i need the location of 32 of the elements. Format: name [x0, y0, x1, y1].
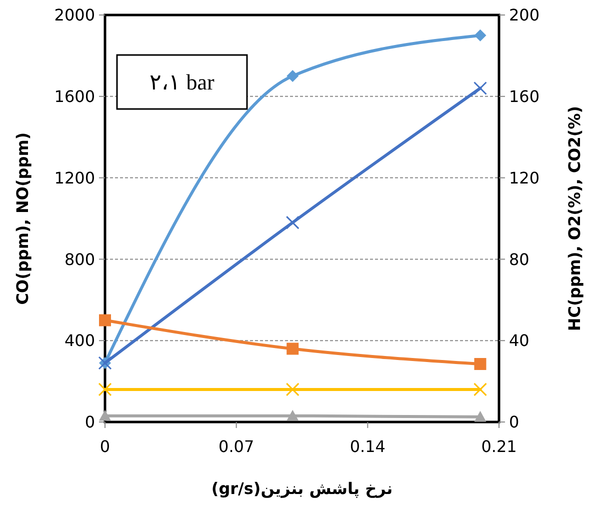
y-tick-label: 800: [64, 250, 95, 269]
y2-tick-label: 0: [509, 412, 520, 432]
point: [286, 342, 299, 355]
y-tick-label: 0: [84, 412, 95, 432]
y2-tick-label: 200: [509, 6, 540, 25]
y2-tick-label: 80: [509, 250, 530, 269]
point: [98, 382, 112, 396]
x-tick-label: 0: [100, 437, 110, 456]
point: [474, 29, 486, 42]
y2-tick-label: 160: [509, 87, 540, 106]
point: [286, 216, 300, 230]
y2-axis-title: HC(ppm), O2(%), CO2(%): [565, 106, 584, 332]
y-tick-label: 1600: [54, 87, 95, 106]
point: [99, 314, 111, 326]
point: [286, 410, 299, 421]
point: [473, 382, 487, 396]
point: [473, 82, 487, 96]
y-axis-title: CO(ppm), NO(ppm): [13, 132, 32, 305]
point: [474, 410, 486, 422]
x-tick-label: 0.07: [218, 437, 254, 456]
x-tick-label: 0.21: [481, 437, 517, 456]
x-axis-title: نرخ پاشش بنزین(gr/s): [211, 479, 393, 498]
point: [286, 70, 299, 82]
x-tick-label: 0.14: [350, 437, 386, 456]
annotation: ٢،١ bar: [150, 70, 215, 95]
y2-tick-label: 40: [509, 331, 530, 350]
point: [474, 358, 486, 370]
y-tick-label: 2000: [54, 6, 95, 25]
point: [286, 382, 300, 396]
y-tick-label: 1200: [54, 168, 95, 188]
y2-tick-label: 120: [509, 168, 540, 188]
y-tick-label: 400: [64, 331, 95, 350]
